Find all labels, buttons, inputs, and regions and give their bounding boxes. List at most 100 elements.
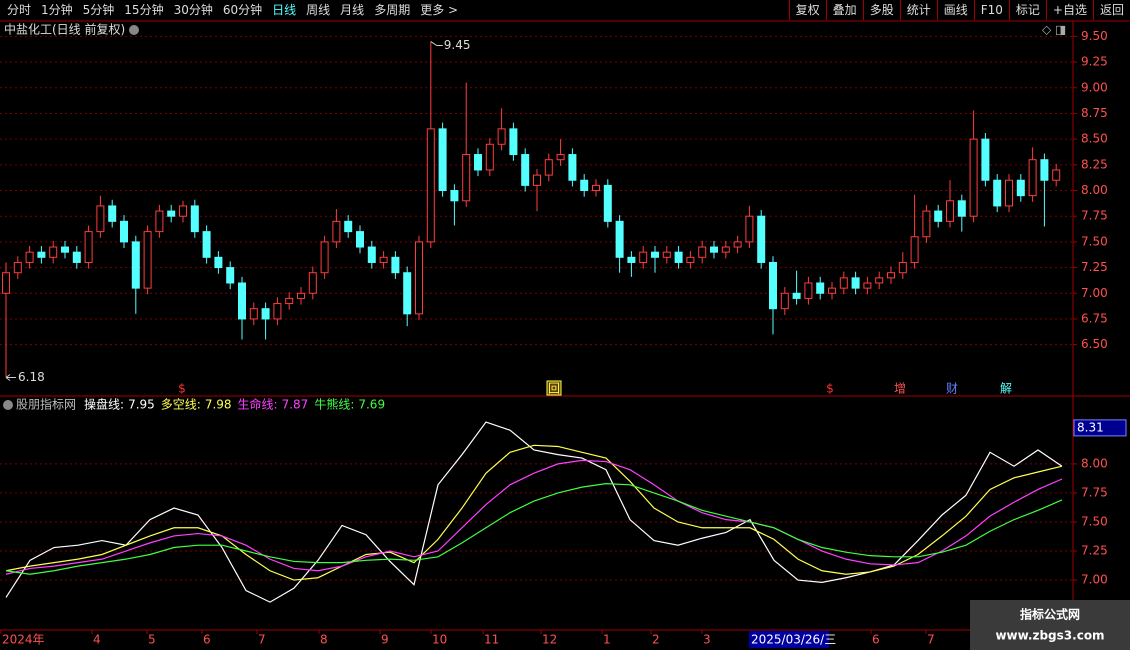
x-tick-label: 3 bbox=[703, 633, 711, 647]
toolbar-button[interactable]: 多周期 bbox=[374, 3, 411, 17]
indicator-line bbox=[5, 421, 1063, 603]
candle-body bbox=[344, 220, 353, 233]
x-tick-label: 4 bbox=[93, 633, 101, 647]
candle-body bbox=[131, 241, 140, 289]
candle-body bbox=[910, 236, 919, 263]
candle-body bbox=[426, 128, 435, 243]
toolbar-button[interactable]: F10 bbox=[973, 0, 1009, 20]
toolbar-button[interactable]: 60分钟 bbox=[222, 3, 263, 17]
candle-body bbox=[273, 303, 282, 320]
x-tick-label: 10 bbox=[432, 633, 447, 647]
y-tick-label: 6.75 bbox=[1081, 311, 1108, 325]
x-tick-label: 7 bbox=[258, 633, 266, 647]
y-tick-label: 8.00 bbox=[1081, 183, 1108, 197]
candle-body bbox=[143, 231, 152, 289]
candle-body bbox=[1005, 179, 1013, 207]
toolbar-button[interactable]: 15分钟 bbox=[124, 3, 164, 17]
candle-body bbox=[285, 297, 294, 305]
candle-body bbox=[261, 308, 270, 320]
candle-body bbox=[37, 251, 46, 258]
chart-title: 中盐化工(日线 前复权) bbox=[4, 22, 125, 37]
candle-body bbox=[1016, 179, 1025, 197]
x-tick-label: 6 bbox=[203, 633, 211, 647]
candle-body bbox=[1040, 159, 1049, 181]
candle-body bbox=[356, 231, 364, 248]
candle-body bbox=[651, 251, 659, 258]
candle-body bbox=[13, 261, 22, 274]
min-label: 6.18 bbox=[18, 370, 45, 384]
candle-body bbox=[533, 174, 541, 186]
toolbar-button[interactable]: 30分钟 bbox=[173, 3, 213, 17]
legend-name: 多空线: bbox=[161, 398, 201, 412]
candle-body bbox=[297, 292, 305, 299]
toolbar-button[interactable]: 返回 bbox=[1092, 0, 1130, 20]
candle-body bbox=[580, 179, 589, 192]
toolbar-button[interactable]: 1分钟 bbox=[41, 3, 73, 17]
panel-menu-icon bbox=[3, 400, 13, 410]
y-tick-label: 8.25 bbox=[1081, 157, 1108, 171]
toolbar-button[interactable]: 叠加 bbox=[825, 0, 863, 20]
indicator-line bbox=[5, 459, 1063, 575]
candle-body bbox=[934, 210, 943, 222]
min-pointer bbox=[5, 374, 16, 381]
toolbar-button[interactable]: 更多 > bbox=[420, 3, 459, 17]
max-pointer bbox=[430, 41, 443, 47]
toolbar-button[interactable]: 分时 bbox=[7, 3, 32, 17]
x-tick-label: 12 bbox=[542, 633, 557, 647]
legend-value: 7.87 bbox=[282, 398, 309, 412]
toolbar-button[interactable]: 统计 bbox=[899, 0, 937, 20]
candle-body bbox=[308, 272, 317, 294]
period-toolbar: 分时 1分钟 5分钟 15分钟 30分钟 60分钟 日线 周线 月线 多周期 更多 > bbox=[2, 0, 463, 20]
candle-body bbox=[438, 128, 447, 192]
toolbar-button[interactable]: 5分钟 bbox=[82, 3, 115, 17]
candle-body bbox=[946, 200, 954, 222]
toolbar-button[interactable]: 日线 bbox=[272, 3, 297, 17]
current-value-label: 8.31 bbox=[1077, 420, 1104, 434]
candle-body bbox=[839, 277, 848, 289]
y-tick-label: 7.50 bbox=[1081, 234, 1108, 248]
toolbar-button[interactable]: 标记 bbox=[1008, 0, 1046, 20]
event-box bbox=[546, 380, 562, 396]
candle-body bbox=[509, 128, 518, 156]
y-tick-label: 8.50 bbox=[1081, 132, 1108, 146]
candle-body bbox=[957, 200, 966, 217]
candle-body bbox=[981, 138, 990, 181]
toolbar-button[interactable]: 多股 bbox=[862, 0, 900, 20]
x-tick-label: 8 bbox=[320, 633, 328, 647]
candle-body bbox=[804, 282, 813, 299]
toolbar-button[interactable]: 复权 bbox=[788, 0, 826, 20]
candle-body bbox=[639, 251, 648, 263]
y-tick-label: 9.25 bbox=[1081, 55, 1108, 69]
candle-body bbox=[96, 205, 105, 233]
toolbar-button[interactable]: 周线 bbox=[306, 3, 331, 17]
toolbar-button[interactable]: 画线 bbox=[936, 0, 974, 20]
candle-body bbox=[686, 256, 695, 263]
x-tick-label: 2024年 bbox=[2, 633, 45, 647]
candle-body bbox=[816, 282, 825, 294]
x-tick-label: 7 bbox=[927, 633, 935, 647]
legend-name: 操盘线: bbox=[84, 397, 124, 412]
indicator-line bbox=[5, 483, 1063, 575]
cursor-label-box bbox=[749, 631, 829, 648]
event-marker: 财 bbox=[946, 382, 958, 396]
candle-body bbox=[698, 246, 707, 258]
candle-body bbox=[969, 138, 978, 217]
legend-value: 7.98 bbox=[205, 398, 232, 412]
title-menu-icon bbox=[129, 25, 139, 35]
toolbar-button[interactable]: +自选 bbox=[1045, 0, 1093, 20]
candle-body bbox=[544, 159, 553, 176]
current-value-box bbox=[1073, 419, 1127, 437]
candle-body bbox=[462, 154, 471, 202]
candle-body bbox=[627, 256, 636, 263]
panel-icons: ◇ ◨ bbox=[1042, 23, 1066, 37]
y-tick-label: 7.50 bbox=[1081, 514, 1108, 528]
x-tick-label: 6 bbox=[872, 633, 880, 647]
candle-body bbox=[202, 231, 211, 258]
candle-body bbox=[485, 143, 494, 171]
x-tick-label: 9 bbox=[381, 633, 389, 647]
toolbar-button[interactable]: 月线 bbox=[340, 3, 365, 17]
legend-name: 牛熊线: bbox=[314, 397, 354, 412]
y-tick-label: 6.50 bbox=[1081, 337, 1108, 351]
